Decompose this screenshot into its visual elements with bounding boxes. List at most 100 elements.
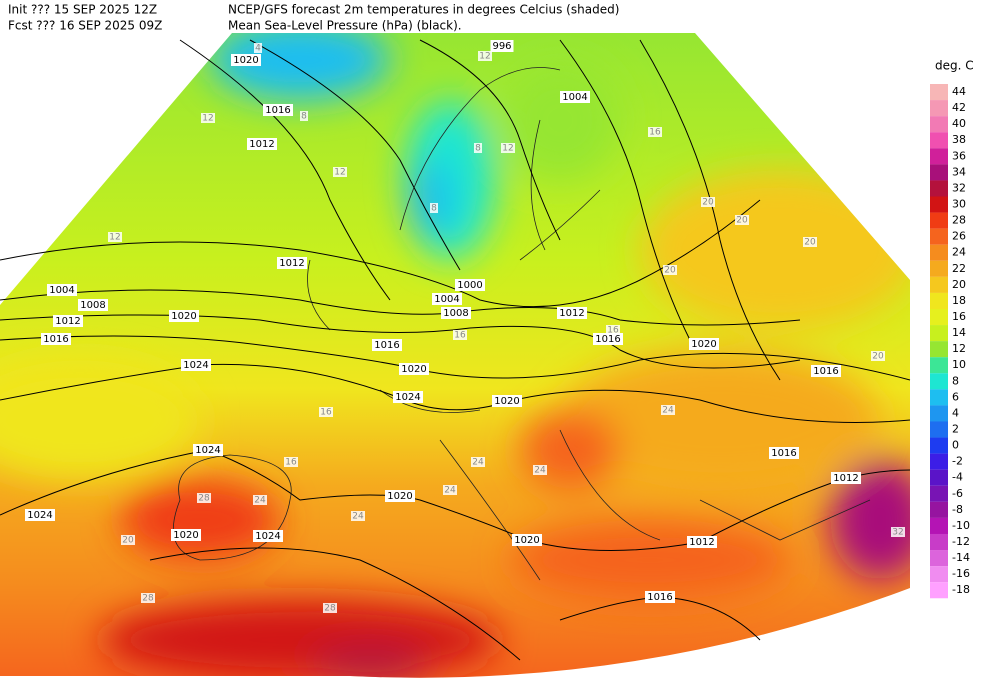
temperature-label-bg <box>319 407 333 417</box>
legend-label: 36 <box>952 149 966 162</box>
temperature-label: 12 <box>334 168 345 178</box>
isobar-label: 1016 <box>813 366 838 377</box>
legend-label: 30 <box>952 197 966 210</box>
legend-label: -16 <box>952 567 970 580</box>
temperature-label: 32 <box>892 528 903 538</box>
isobar-label: 1016 <box>595 334 620 345</box>
temperature-label-bg <box>471 457 485 467</box>
legend-swatch <box>930 164 948 181</box>
legend-label: -8 <box>952 503 963 516</box>
legend-swatch <box>930 582 948 599</box>
isobar-label-bg <box>557 307 587 319</box>
isobar-label: 1024 <box>255 531 280 542</box>
temperature-label: 24 <box>662 406 674 416</box>
isobar-label: 1024 <box>395 392 420 403</box>
isobar-label-bg <box>490 40 514 52</box>
legend-label: 26 <box>952 230 966 243</box>
isobar-label-bg <box>372 339 402 351</box>
temperature-label-bg <box>474 143 482 153</box>
legend-label: -6 <box>952 487 963 500</box>
temperature-label: 8 <box>475 144 481 154</box>
temperature-label: 8 <box>301 112 307 122</box>
isobar-label: 1016 <box>43 334 68 345</box>
legend-label: 42 <box>952 101 966 114</box>
isobar-label-bg <box>41 333 71 345</box>
isobar-label-bg <box>253 530 283 542</box>
temperature-label-bg <box>533 465 547 475</box>
map-title: NCEP/GFS forecast 2m temperatures in deg… <box>228 3 619 17</box>
legend-label: 40 <box>952 117 966 130</box>
temperature-label: 12 <box>109 233 120 243</box>
temperature-label: 16 <box>285 458 297 468</box>
isobar-label: 1020 <box>233 55 258 66</box>
isobar-label-bg <box>263 104 293 116</box>
isobar-label-bg <box>393 391 423 403</box>
temperature-label-bg <box>300 111 308 121</box>
temperature-label-bg <box>323 603 337 613</box>
temperature-label-bg <box>121 535 135 545</box>
legend-label: 38 <box>952 133 966 146</box>
legend-unit: deg. C <box>935 59 974 73</box>
legend-swatch <box>930 212 948 229</box>
temperature-field <box>0 33 910 678</box>
legend-swatch <box>930 389 948 406</box>
isobar-label: 1004 <box>562 92 587 103</box>
temperature-label-bg <box>663 265 677 275</box>
temperature-label-bg <box>141 593 155 603</box>
temperature-labels: 4 12 8 12 8 12 12 8 16 16 20 20 20 16 16 20 24 24 24 28 24 24… <box>108 43 905 614</box>
isobar-label: 1024 <box>195 445 220 456</box>
temperature-label: 16 <box>649 128 661 138</box>
legend-swatch <box>930 469 948 486</box>
forecast-time: Fcst ??? 16 SEP 2025 09Z <box>8 19 162 33</box>
legend-swatch <box>930 100 948 117</box>
isobar-label-bg <box>492 395 522 407</box>
isobar-label: 996 <box>492 41 511 52</box>
isobar-label: 1016 <box>771 448 796 459</box>
legend-label: -4 <box>952 471 963 484</box>
temperature-label: 24 <box>444 486 456 496</box>
temperature-label: 4 <box>255 44 261 54</box>
isobar-label-bg <box>399 363 429 375</box>
temperature-label-bg <box>253 495 267 505</box>
isobar-label-bg <box>277 257 307 269</box>
isobar-label: 1004 <box>49 285 74 296</box>
legend-label: 34 <box>952 165 966 178</box>
legend-swatch <box>930 244 948 261</box>
temperature-label: 28 <box>324 604 336 614</box>
legend-swatch <box>930 485 948 502</box>
legend-label: 44 <box>952 85 966 98</box>
temperature-label: 20 <box>664 266 676 276</box>
legend-swatch <box>930 292 948 310</box>
temperature-label: 12 <box>479 52 490 62</box>
temperature-label-bg <box>661 405 675 415</box>
isobar-label: 1016 <box>374 340 399 351</box>
temperature-label-bg <box>453 330 467 340</box>
isobar-label-bg <box>455 279 485 291</box>
legend-label: -12 <box>952 535 970 548</box>
temperature-label: 12 <box>202 114 213 124</box>
legend-swatch <box>930 325 948 342</box>
legend-label: 12 <box>952 342 966 355</box>
legend-label: 4 <box>952 406 959 419</box>
isobar-label: 1020 <box>387 491 412 502</box>
legend-swatch <box>930 116 948 133</box>
isobar-label-bg <box>689 338 719 350</box>
isobar-label: 1020 <box>514 535 539 546</box>
legend-label: -2 <box>952 455 963 468</box>
legend-swatch <box>930 357 948 374</box>
legend-label: 28 <box>952 214 966 227</box>
coastlines <box>173 67 871 581</box>
isobar-label-bg <box>560 91 590 103</box>
temperature-label-bg <box>201 113 215 123</box>
legend-label: 2 <box>952 422 959 435</box>
isobar-label: 1008 <box>80 300 105 311</box>
temperature-label-bg <box>443 485 457 495</box>
temperature-label-bg <box>891 527 905 537</box>
legend-label: 8 <box>952 374 959 387</box>
isobar-label: 1012 <box>279 258 304 269</box>
isobar-label-bg <box>78 299 108 311</box>
isobar-label-bg <box>247 138 277 150</box>
temperature-label-bg <box>648 127 662 137</box>
init-time: Init ??? 15 SEP 2025 12Z <box>8 3 157 17</box>
